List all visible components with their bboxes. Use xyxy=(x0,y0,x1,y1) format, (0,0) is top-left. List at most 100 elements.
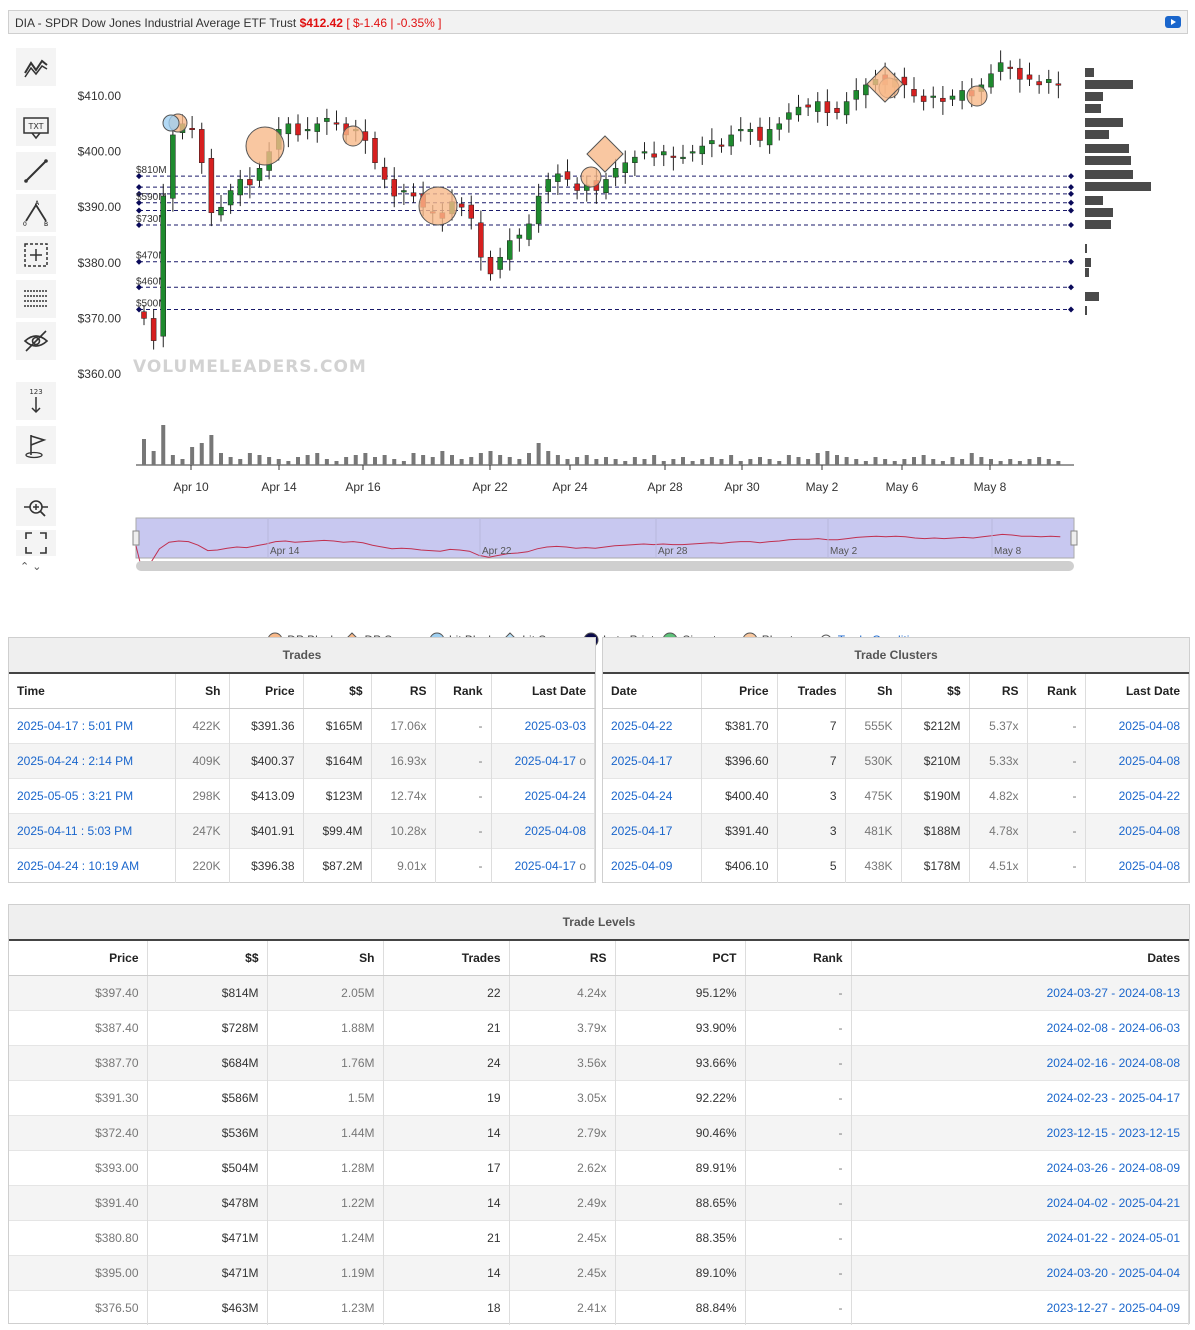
level-row[interactable]: $395.00 $471M 1.19M 14 2.45x 89.10% - 2024-03-2… xyxy=(9,1255,1189,1291)
cluster-cell[interactable]: 2025-04-08 xyxy=(1085,708,1189,744)
cluster-last-date-link[interactable]: 2025-04-22 xyxy=(1118,789,1180,803)
trade-cell[interactable]: 2025-04-17 o xyxy=(491,743,595,779)
level-dates-link[interactable]: 2024-03-27 - 2024-08-13 xyxy=(1046,986,1180,1000)
navigator-handle-left[interactable] xyxy=(132,530,140,546)
levels-col-header[interactable]: $$ xyxy=(147,941,268,976)
grid-tool[interactable] xyxy=(16,280,56,318)
cluster-last-date-link[interactable]: 2025-04-08 xyxy=(1118,754,1180,768)
level-cell[interactable]: 2024-03-20 - 2025-04-04 xyxy=(851,1255,1189,1291)
level-cell[interactable]: 2024-03-26 - 2024-08-09 xyxy=(851,1150,1189,1186)
number-tool[interactable]: 123 xyxy=(16,382,56,420)
trades-col-header[interactable]: Rank xyxy=(435,674,492,709)
cluster-cell[interactable]: 2025-04-24 xyxy=(603,778,702,814)
cluster-date-link[interactable]: 2025-04-09 xyxy=(611,859,673,873)
clusters-col-header[interactable]: RS xyxy=(969,674,1028,709)
clusters-col-header[interactable]: Sh xyxy=(845,674,902,709)
level-cell[interactable]: 2024-03-27 - 2024-08-13 xyxy=(851,975,1189,1011)
flag-tool[interactable] xyxy=(16,426,56,464)
level-row[interactable]: $380.80 $471M 1.24M 21 2.45x 88.35% - 2024-01-2… xyxy=(9,1220,1189,1256)
price-chart[interactable]: VOLUMELEADERS.COM $410.00 $400.00 $390.00 $3… xyxy=(8,36,1188,626)
level-cell[interactable]: 2024-02-16 - 2024-08-08 xyxy=(851,1045,1189,1081)
trade-time-link[interactable]: 2025-04-24 : 10:19 AM xyxy=(17,859,140,873)
clusters-col-header[interactable]: Trades xyxy=(777,674,846,709)
level-row[interactable]: $397.40 $814M 2.05M 22 4.24x 95.12% - 2024-03-2… xyxy=(9,975,1189,1011)
level-dates-link[interactable]: 2024-02-16 - 2024-08-08 xyxy=(1046,1056,1180,1070)
cluster-cell[interactable]: 2025-04-08 xyxy=(1085,813,1189,849)
trade-cell[interactable]: 2025-03-03 xyxy=(491,708,595,744)
cluster-last-date-link[interactable]: 2025-04-08 xyxy=(1118,824,1180,838)
cluster-cell[interactable]: 2025-04-08 xyxy=(1085,743,1189,779)
cluster-cell[interactable]: 2025-04-17 xyxy=(603,743,702,779)
trade-cell[interactable]: 2025-04-24 : 2:14 PM xyxy=(9,743,176,779)
level-dates-link[interactable]: 2024-02-23 - 2025-04-17 xyxy=(1046,1091,1180,1105)
trade-last-date-link[interactable]: 2025-04-17 xyxy=(514,754,576,768)
trade-row[interactable]: 2025-04-11 : 5:03 PM 247K $401.91 $99.4M 10.… xyxy=(9,813,595,849)
level-dates-link[interactable]: 2024-01-22 - 2024-05-01 xyxy=(1046,1231,1180,1245)
cluster-row[interactable]: 2025-04-17 $391.40 3 481K $188M 4.78x - 2025-04… xyxy=(603,813,1189,849)
levels-col-header[interactable]: PCT xyxy=(615,941,746,976)
clusters-col-header[interactable]: Rank xyxy=(1027,674,1086,709)
zoom-tool[interactable] xyxy=(16,488,56,526)
cluster-date-link[interactable]: 2025-04-22 xyxy=(611,719,673,733)
navigator-handle-right[interactable] xyxy=(1070,530,1078,546)
toolbar-scroll-arrows[interactable]: ⌃ ⌄ xyxy=(20,560,42,573)
level-cell[interactable]: 2024-01-22 - 2024-05-01 xyxy=(851,1220,1189,1256)
trade-cell[interactable]: 2025-04-17 o xyxy=(491,848,595,883)
cluster-cell[interactable]: 2025-04-22 xyxy=(603,708,702,744)
level-cell[interactable]: 2023-12-27 - 2025-04-09 xyxy=(851,1290,1189,1325)
levels-col-header[interactable]: Sh xyxy=(267,941,384,976)
trade-row[interactable]: 2025-04-24 : 2:14 PM 409K $400.37 $164M 16.9… xyxy=(9,743,595,779)
cluster-date-link[interactable]: 2025-04-24 xyxy=(611,789,673,803)
cluster-date-link[interactable]: 2025-04-17 xyxy=(611,754,673,768)
level-row[interactable]: $387.70 $684M 1.76M 24 3.56x 93.66% - 2024-02-1… xyxy=(9,1045,1189,1081)
fullscreen-tool[interactable] xyxy=(16,530,56,556)
trades-col-header[interactable]: RS xyxy=(371,674,436,709)
level-row[interactable]: $393.00 $504M 1.28M 17 2.62x 89.91% - 2024-03-2… xyxy=(9,1150,1189,1186)
levels-col-header[interactable]: Trades xyxy=(383,941,510,976)
level-row[interactable]: $391.40 $478M 1.22M 14 2.49x 88.65% - 2024-04-0… xyxy=(9,1185,1189,1221)
cluster-date-link[interactable]: 2025-04-17 xyxy=(611,824,673,838)
trade-time-link[interactable]: 2025-04-24 : 2:14 PM xyxy=(17,754,134,768)
cluster-last-date-link[interactable]: 2025-04-08 xyxy=(1118,859,1180,873)
levels-col-header[interactable]: Dates xyxy=(851,941,1189,976)
cluster-cell[interactable]: 2025-04-22 xyxy=(1085,778,1189,814)
trade-cell[interactable]: 2025-04-24 : 10:19 AM xyxy=(9,848,176,883)
level-row[interactable]: $391.30 $586M 1.5M 19 3.05x 92.22% - 2024-02-23… xyxy=(9,1080,1189,1116)
trade-row[interactable]: 2025-05-05 : 3:21 PM 298K $413.09 $123M 12.7… xyxy=(9,778,595,814)
level-dates-link[interactable]: 2024-04-02 - 2025-04-21 xyxy=(1046,1196,1180,1210)
cluster-last-date-link[interactable]: 2025-04-08 xyxy=(1118,719,1180,733)
level-row[interactable]: $376.50 $463M 1.23M 18 2.41x 88.84% - 2023-12-2… xyxy=(9,1290,1189,1325)
level-cell[interactable]: 2024-02-08 - 2024-06-03 xyxy=(851,1010,1189,1046)
clusters-col-header[interactable]: Last Date xyxy=(1085,674,1189,709)
trade-last-date-link[interactable]: 2025-04-17 xyxy=(514,859,576,873)
trade-cell[interactable]: 2025-04-17 : 5:01 PM xyxy=(9,708,176,744)
trade-time-link[interactable]: 2025-04-17 : 5:01 PM xyxy=(17,719,134,733)
level-dates-link[interactable]: 2024-03-20 - 2025-04-04 xyxy=(1046,1266,1180,1280)
level-cell[interactable]: 2023-12-15 - 2023-12-15 xyxy=(851,1115,1189,1151)
clusters-col-header[interactable]: $$ xyxy=(901,674,970,709)
levels-col-header[interactable]: Price xyxy=(9,941,148,976)
trade-row[interactable]: 2025-04-24 : 10:19 AM 220K $396.38 $87.2M 9.… xyxy=(9,848,595,883)
trades-col-header[interactable]: Time xyxy=(9,674,176,709)
crosshair-tool[interactable] xyxy=(16,236,56,274)
trades-col-header[interactable]: Last Date xyxy=(491,674,595,709)
level-row[interactable]: $387.40 $728M 1.88M 21 3.79x 93.90% - 2024-02-0… xyxy=(9,1010,1189,1046)
trade-cell[interactable]: 2025-04-24 xyxy=(491,778,595,814)
line-tool[interactable] xyxy=(16,152,56,190)
trade-last-date-link[interactable]: 2025-03-03 xyxy=(524,719,586,733)
cluster-cell[interactable]: 2025-04-08 xyxy=(1085,848,1189,883)
cluster-row[interactable]: 2025-04-09 $406.10 5 438K $178M 4.51x - 2025-04… xyxy=(603,848,1189,883)
level-cell[interactable]: 2024-04-02 - 2025-04-21 xyxy=(851,1185,1189,1221)
abcd-pattern-tool[interactable]: A 0 B xyxy=(16,194,56,232)
level-row[interactable]: $372.40 $536M 1.44M 14 2.79x 90.46% - 2023-12-1… xyxy=(9,1115,1189,1151)
levels-col-header[interactable]: Rank xyxy=(745,941,852,976)
level-cell[interactable]: 2024-02-23 - 2025-04-17 xyxy=(851,1080,1189,1116)
trade-time-link[interactable]: 2025-05-05 : 3:21 PM xyxy=(17,789,134,803)
cluster-cell[interactable]: 2025-04-17 xyxy=(603,813,702,849)
trade-last-date-link[interactable]: 2025-04-24 xyxy=(524,789,586,803)
trade-row[interactable]: 2025-04-17 : 5:01 PM 422K $391.36 $165M 17.0… xyxy=(9,708,595,744)
clusters-col-header[interactable]: Date xyxy=(603,674,702,709)
trades-col-header[interactable]: Sh xyxy=(175,674,230,709)
video-icon[interactable] xyxy=(1165,16,1181,28)
level-dates-link[interactable]: 2023-12-15 - 2023-12-15 xyxy=(1046,1126,1180,1140)
